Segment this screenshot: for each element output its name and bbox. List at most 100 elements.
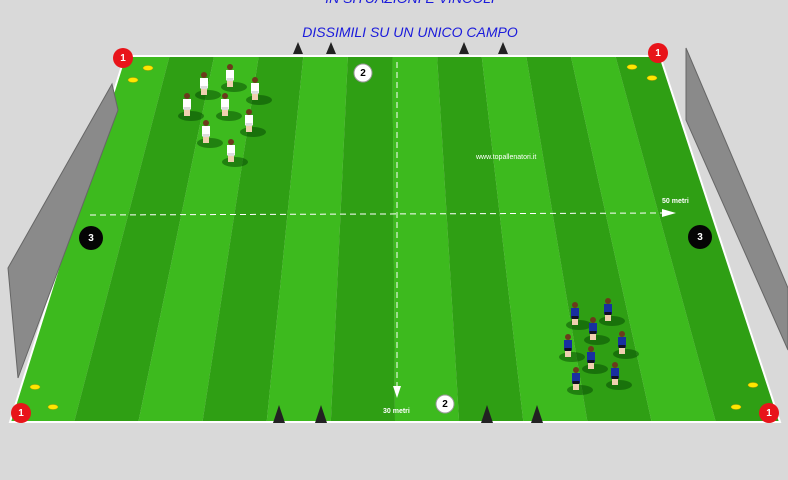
player-shorts [221, 107, 229, 110]
player-shadow [559, 352, 585, 362]
cone [481, 405, 493, 423]
player-shadow [222, 157, 248, 167]
player-legs [612, 377, 618, 385]
player-legs [619, 346, 625, 354]
player-shadow [240, 127, 266, 137]
player-body [245, 115, 253, 125]
player-shorts [571, 316, 579, 319]
player-shadow [599, 316, 625, 326]
arrow-head [662, 209, 676, 217]
marker-label: 2 [360, 68, 366, 79]
player-head [573, 367, 579, 373]
player-shadow [566, 320, 592, 330]
player-body [604, 304, 612, 314]
disc [626, 64, 638, 70]
title-line-1: IN SITUAZIONI E VINCOLI [325, 0, 495, 6]
disc [142, 65, 154, 71]
player-legs [227, 79, 233, 87]
cone [315, 405, 327, 423]
marker-circle [688, 225, 712, 249]
player-head [588, 346, 594, 352]
player-legs [565, 349, 571, 357]
stripe [481, 56, 588, 422]
player-head [227, 64, 233, 70]
player-head [252, 77, 258, 83]
length-label: 30 metri [383, 408, 410, 415]
player-legs [572, 317, 578, 325]
player-shorts [183, 107, 191, 110]
marker-circle [113, 48, 133, 68]
player-body [571, 308, 579, 318]
stripe [74, 56, 215, 422]
marker-label: 1 [766, 408, 772, 419]
disc [730, 404, 742, 410]
marker-label: 1 [18, 408, 24, 419]
website: www.topallenatori.it [475, 154, 536, 161]
player-body [221, 99, 229, 109]
player-head [246, 109, 252, 115]
stripe [392, 56, 460, 422]
player-shadow [584, 335, 610, 345]
stripe [570, 56, 716, 422]
width-line [89, 212, 663, 216]
player-body [183, 99, 191, 109]
stripe [526, 56, 652, 422]
player-head [605, 298, 611, 304]
stripe [202, 56, 304, 422]
player-body [226, 70, 234, 80]
player-head [184, 93, 190, 99]
player-legs [228, 154, 234, 162]
player-shorts [227, 153, 235, 156]
player-shadow [582, 364, 608, 374]
player-body [589, 323, 597, 333]
left-goal [7, 82, 119, 379]
cone [273, 405, 285, 423]
player-legs [590, 332, 596, 340]
objects: 1 1 1 1 2 2 3 3 [11, 42, 779, 423]
player-legs [222, 108, 228, 116]
player-shorts [202, 134, 210, 137]
marker-label: 1 [655, 48, 661, 59]
arrow-head [393, 386, 401, 398]
player-body [202, 126, 210, 136]
disc [127, 77, 139, 83]
player-legs [201, 87, 207, 95]
player-body [564, 340, 572, 350]
player-shorts [604, 312, 612, 315]
player-shadow [195, 90, 221, 100]
marker-label: 3 [88, 233, 94, 244]
player-legs [203, 135, 209, 143]
player-shadow [221, 82, 247, 92]
marker-circle [759, 403, 779, 423]
player-head [201, 72, 207, 78]
player-legs [184, 108, 190, 116]
player-shorts [587, 360, 595, 363]
player-legs [605, 313, 611, 321]
player-head [565, 334, 571, 340]
pitch-outline [8, 55, 782, 423]
player-shorts [245, 123, 253, 126]
player-head [572, 302, 578, 308]
player-shadow [567, 385, 593, 395]
width-label: 50 metri [662, 198, 689, 205]
player-shorts [226, 78, 234, 81]
player-shorts [618, 345, 626, 348]
player-shadow [216, 111, 242, 121]
marker-circle [11, 403, 31, 423]
player-body [618, 337, 626, 347]
cone [293, 42, 303, 54]
marker-circle [79, 226, 103, 250]
pitch [8, 55, 782, 423]
right-goal [685, 47, 788, 351]
player-shadow [197, 138, 223, 148]
player-head [222, 93, 228, 99]
disc [29, 384, 41, 390]
player-shorts [572, 381, 580, 384]
player-shadow [606, 380, 632, 390]
player-shadow [246, 95, 272, 105]
player-body [611, 368, 619, 378]
marker-label: 1 [120, 53, 126, 64]
marker-label: 2 [442, 399, 448, 410]
player-shorts [200, 86, 208, 89]
